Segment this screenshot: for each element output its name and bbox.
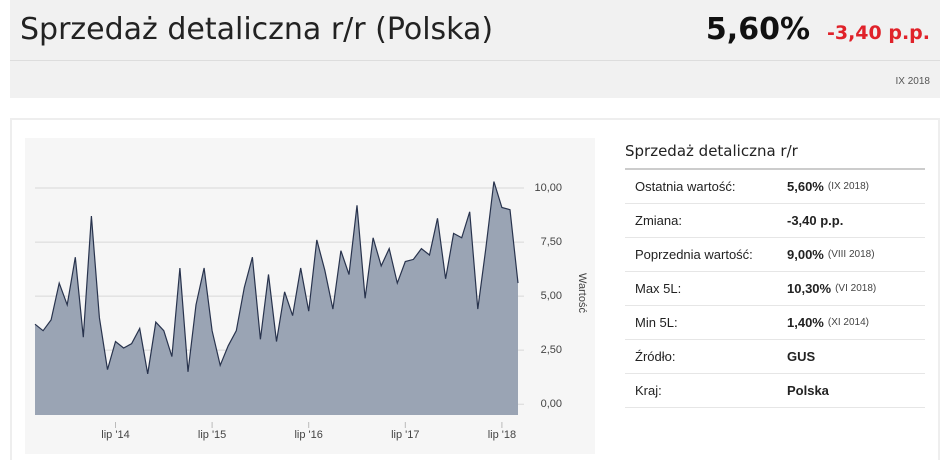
row-label: Ostatnia wartość: [635, 179, 736, 194]
table-row: Max 5L: 10,30% (VI 2018) [625, 272, 925, 306]
row-value: Polska [787, 383, 829, 398]
y-tick-label: 0,00 [541, 398, 562, 410]
row-label: Max 5L: [635, 281, 682, 296]
x-tick-label: lip '17 [391, 429, 419, 441]
info-table: Sprzedaż detaliczna r/r Ostatnia wartość… [625, 138, 925, 408]
y-tick-label: 7,50 [541, 236, 562, 248]
table-row: Źródło: GUS [625, 340, 925, 374]
table-title: Sprzedaż detaliczna r/r [625, 138, 925, 170]
date: IX 2018 [895, 76, 930, 87]
header: Sprzedaż detaliczna r/r (Polska) 5,60% -… [10, 0, 940, 98]
x-tick-label: lip '15 [198, 429, 226, 441]
row-label: Min 5L: [635, 315, 678, 330]
row-value: 1,40% [787, 315, 824, 330]
row-label: Zmiana: [635, 213, 682, 228]
row-note: (XI 2014) [827, 317, 870, 328]
row-value: 9,00% [787, 247, 824, 262]
y-tick-label: 2,50 [541, 344, 562, 356]
area [35, 181, 518, 415]
row-label: Źródło: [635, 349, 676, 364]
table-row: Zmiana: -3,40 p.p. [625, 204, 925, 238]
table-row: Ostatnia wartość: 5,60% (IX 2018) [625, 170, 925, 204]
row-value: -3,40 p.p. [787, 213, 844, 228]
row-note: (IX 2018) [827, 181, 870, 192]
row-value: 10,30% [787, 281, 832, 296]
x-tick-label: lip '16 [294, 429, 322, 441]
table-row: Kraj: Polska [625, 374, 925, 408]
row-note: (VIII 2018) [827, 249, 875, 260]
separator [10, 60, 940, 61]
table-row: Min 5L: 1,40% (XI 2014) [625, 306, 925, 340]
change: -3,40 p.p. [826, 22, 930, 44]
current-value: 5,60% [705, 12, 810, 47]
y-axis-label: Wartość [576, 273, 588, 313]
chart: 0,00 2,50 5,00 7,50 10,00 Wartość lip '14 lip '… [25, 138, 595, 454]
y-tick-label: 10,00 [534, 182, 562, 194]
row-note: (VI 2018) [835, 283, 877, 294]
row-value: 5,60% [787, 179, 824, 194]
row-label: Kraj: [635, 383, 662, 398]
row-value: GUS [787, 349, 816, 364]
x-tick-label: lip '18 [488, 429, 516, 441]
content-box [10, 118, 940, 460]
table-row: Poprzednia wartość: 9,00% (VIII 2018) [625, 238, 925, 272]
line [34, 181, 519, 375]
title: Sprzedaż detaliczna r/r (Polska) [20, 12, 494, 47]
row-label: Poprzednia wartość: [635, 247, 753, 262]
y-tick-label: 5,00 [541, 290, 562, 302]
x-tick-label: lip '14 [101, 429, 129, 441]
